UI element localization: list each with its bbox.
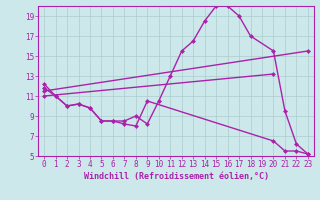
X-axis label: Windchill (Refroidissement éolien,°C): Windchill (Refroidissement éolien,°C) [84, 172, 268, 181]
